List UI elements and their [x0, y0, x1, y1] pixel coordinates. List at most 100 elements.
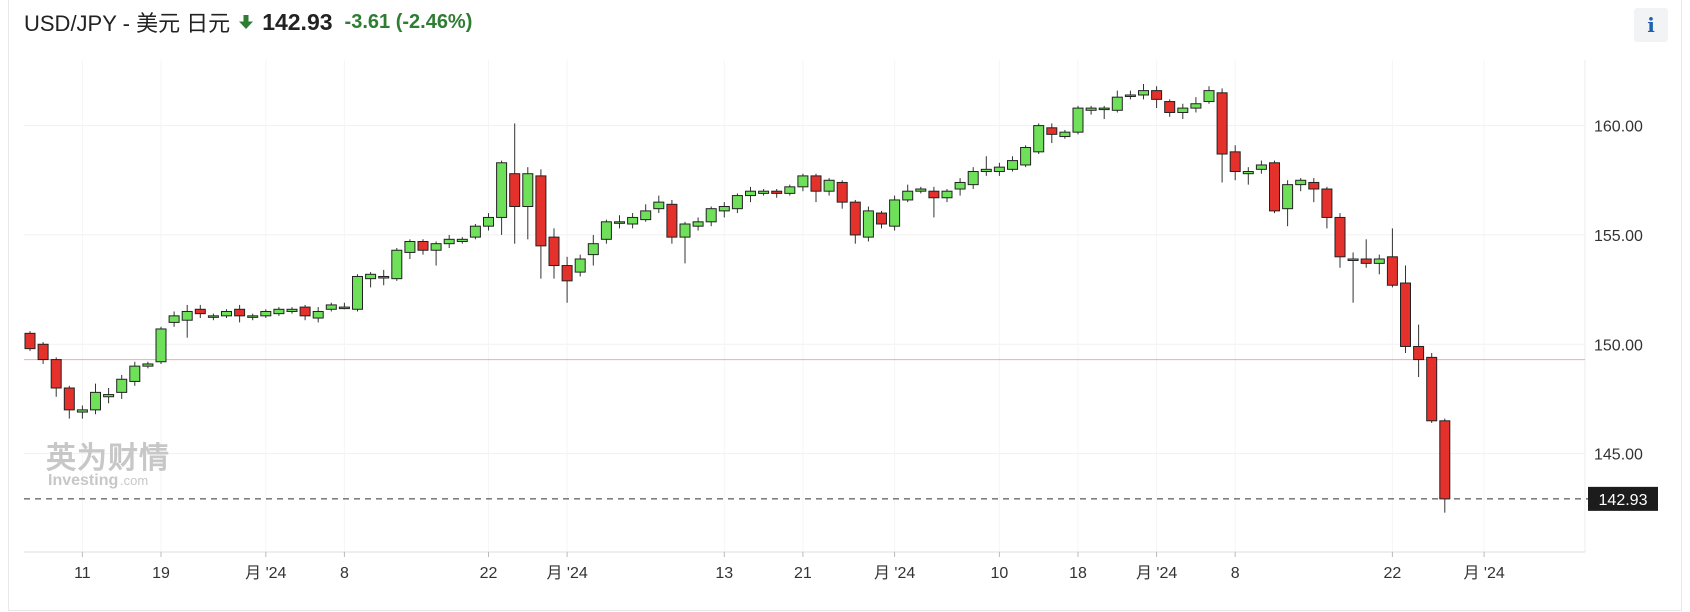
candle-body [207, 315, 219, 318]
info-button[interactable]: i [1634, 8, 1668, 42]
x-tick-label: 18 [1069, 565, 1087, 582]
candle-body [1386, 256, 1398, 286]
candle-body [338, 306, 350, 310]
candle-body [430, 243, 442, 251]
candle-body [496, 162, 508, 218]
candle-body [50, 359, 62, 389]
candle-body [784, 186, 796, 194]
candle [247, 313, 259, 321]
candle [325, 302, 337, 312]
candle [365, 272, 377, 288]
candle [836, 180, 848, 209]
candle-body [469, 225, 481, 238]
candle [404, 239, 416, 259]
candle [797, 173, 809, 192]
candle [718, 202, 730, 218]
candle [234, 304, 246, 323]
candle [312, 307, 324, 323]
x-tick-label: 13 [715, 565, 733, 582]
candle-body [758, 190, 770, 194]
candle-body [1400, 282, 1411, 347]
x-tick-label: 月 '24 [1463, 565, 1504, 582]
candle-body [1072, 107, 1084, 133]
candle [823, 178, 835, 196]
candle-body [37, 343, 49, 361]
last-price-tag-bg [1588, 486, 1658, 511]
candle [207, 313, 219, 321]
candle [1151, 86, 1163, 109]
last-price-tag: 142.93 [1588, 486, 1658, 511]
candle [705, 206, 717, 227]
candle-body [221, 310, 232, 317]
candle [784, 184, 796, 196]
candle [1229, 145, 1241, 181]
candle [24, 331, 36, 351]
candle-body [1373, 258, 1385, 264]
candle [1400, 265, 1411, 354]
candle-body [1439, 420, 1451, 500]
candle-body [103, 394, 115, 398]
candle [640, 204, 652, 222]
candle-body [522, 173, 534, 208]
y-tick-label: 150.00 [1594, 337, 1643, 354]
candle [614, 215, 625, 229]
candle-body [260, 310, 272, 317]
candle-body [823, 179, 835, 192]
candle-body [391, 249, 403, 280]
candle-body [1059, 131, 1071, 138]
candle [1124, 90, 1136, 100]
gridlines [24, 60, 1586, 552]
candle [1203, 86, 1215, 104]
candle-body [181, 310, 193, 321]
watermark-dotcom: .com [120, 473, 148, 488]
candle-body [155, 328, 167, 363]
candles-layer [24, 84, 1451, 513]
candle-body [902, 190, 914, 201]
candle [1177, 103, 1189, 120]
candle-body [535, 175, 547, 247]
x-tick-label: 月 '24 [1136, 565, 1177, 582]
watermark-investing: Investing [48, 472, 118, 489]
candle [129, 361, 141, 386]
candle-body [24, 332, 36, 350]
candle-body [286, 308, 298, 312]
candle [1072, 105, 1084, 135]
candle [967, 167, 979, 190]
x-axis: 11 19 月 '24 8 22 月 '24 13 21 月 '24 10 18 月 '24 8 22 月 … [74, 552, 1505, 582]
candle [1308, 178, 1320, 203]
candle [194, 304, 206, 319]
x-tick-label: 19 [152, 565, 170, 582]
candle-body [561, 265, 573, 282]
candle [745, 186, 756, 203]
candle [522, 167, 534, 240]
candle-body [810, 175, 822, 192]
candle [37, 342, 49, 364]
candle-body [378, 275, 390, 279]
x-tick-label: 21 [794, 565, 812, 582]
candle-body [614, 221, 625, 224]
candle [902, 184, 914, 203]
candle [1347, 252, 1359, 303]
candle-body [1308, 181, 1320, 190]
candle-body [849, 201, 861, 236]
candle [758, 189, 770, 196]
candle [810, 173, 822, 203]
candle [1334, 213, 1346, 268]
candle [692, 217, 704, 231]
candle [993, 162, 1005, 176]
candle-body [352, 275, 363, 310]
candle [954, 178, 966, 196]
candle [509, 123, 521, 244]
candle-body [325, 304, 337, 310]
candle [155, 326, 167, 364]
candle [849, 199, 861, 244]
candle-body [718, 206, 730, 212]
candle-body [889, 199, 901, 227]
candle-body [1282, 184, 1294, 210]
candle-body [1124, 94, 1136, 97]
candle-body [1190, 103, 1202, 109]
x-tick-label: 月 '24 [546, 565, 587, 582]
candle [286, 307, 298, 314]
candle-body [76, 409, 88, 413]
candle-body [941, 190, 953, 199]
